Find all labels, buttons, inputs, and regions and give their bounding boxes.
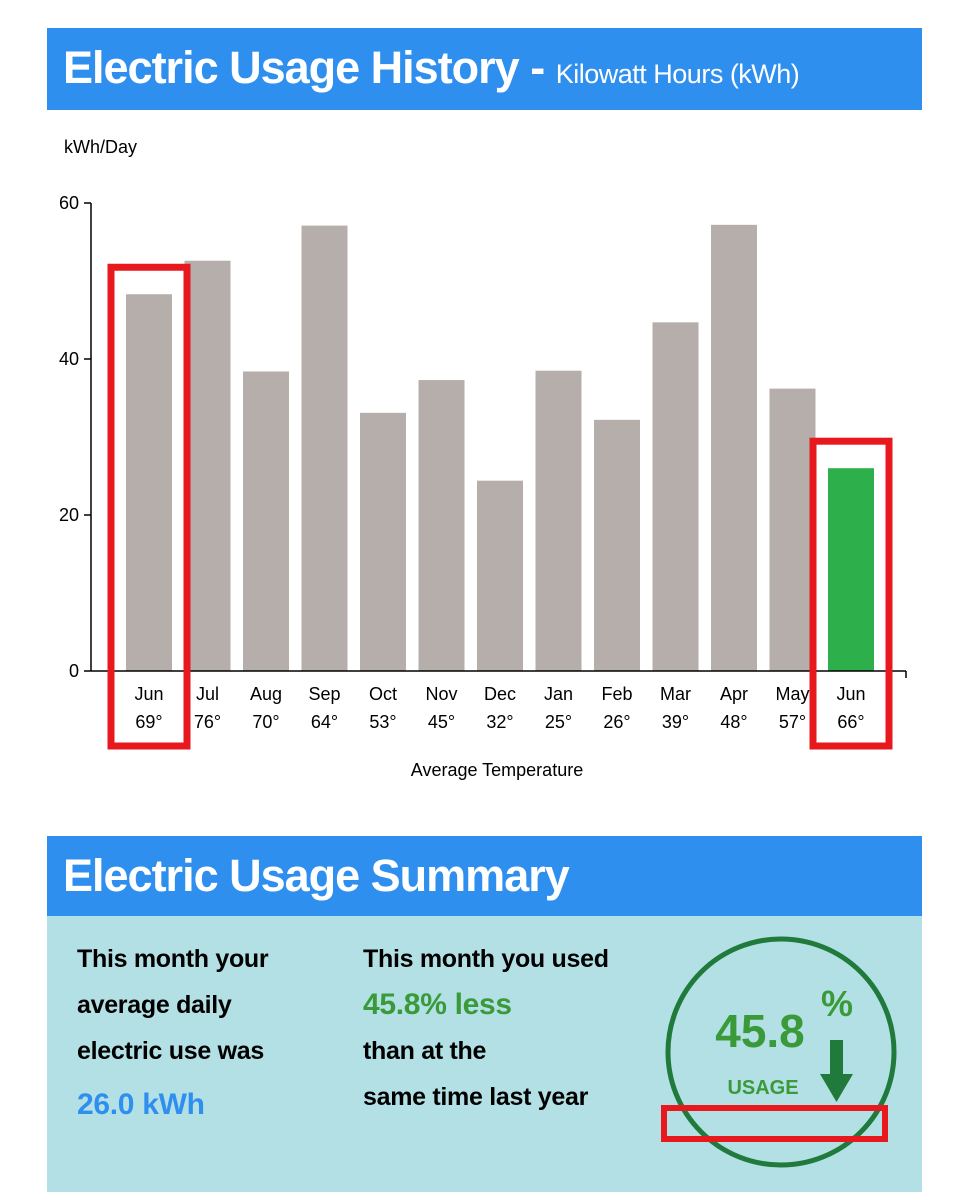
daily-use-text: This month your average daily electric u… — [77, 936, 269, 1128]
down-arrow-icon — [820, 1040, 853, 1102]
x-tick-temperature-label: 25° — [545, 712, 572, 732]
x-tick-temperature-label: 39° — [662, 712, 689, 732]
usage-bar-chart: kWh/Day 0 20 40 60 Jun 69° Jul 76° Aug 70° Sep 64° O… — [59, 137, 907, 780]
x-tick-temperature-label: 70° — [252, 712, 279, 732]
bar — [652, 322, 699, 671]
gauge-percent-sign: % — [821, 983, 853, 1024]
col1-line-2: average daily — [77, 991, 232, 1019]
summary-panel: This month your average daily electric u… — [47, 916, 922, 1192]
history-title-row: Electric Usage History - Kilowatt Hours … — [63, 42, 800, 94]
x-tick-month-label: Nov — [425, 684, 457, 704]
x-tick-month-label: Sep — [308, 684, 340, 704]
bar — [535, 370, 582, 671]
x-tick-temperature-label: 26° — [603, 712, 630, 732]
history-title: Electric Usage History — [63, 42, 520, 93]
x-tick-temperature-label: 32° — [486, 712, 513, 732]
gauge-annotation-box — [661, 1105, 888, 1142]
gauge-label: USAGE — [727, 1077, 798, 1099]
gauge-circle — [665, 936, 897, 1168]
x-tick-temperature-label: 53° — [369, 712, 396, 732]
history-header: Electric Usage History - Kilowatt Hours … — [47, 28, 922, 110]
col2-line-3: than at the — [363, 1037, 487, 1065]
col1-line-1: This month your — [77, 945, 269, 973]
x-tick-month-label: Aug — [250, 684, 282, 704]
title-dash: - — [530, 42, 545, 93]
highlight-box — [809, 437, 893, 750]
x-tick-month-label: Oct — [369, 684, 397, 704]
x-tick-month-label: Dec — [484, 684, 516, 704]
x-tick-temperature-label: 57° — [779, 712, 806, 732]
x-tick-month-label: Jul — [196, 684, 219, 704]
bar — [769, 388, 816, 671]
bars-layer — [126, 224, 874, 671]
x-tick-month-label: Jun — [836, 684, 865, 704]
x-tick-temperature-label: 69° — [135, 712, 162, 732]
x-tick-temperature-label: 64° — [311, 712, 338, 732]
col2-line-1: This month you used — [363, 945, 609, 973]
y-tick-label: 0 — [69, 661, 79, 681]
y-tick-label: 60 — [59, 193, 79, 213]
bar — [301, 225, 348, 671]
bar — [360, 412, 406, 671]
axes-layer — [84, 202, 907, 678]
x-tick-temperature-label: 66° — [837, 712, 864, 732]
x-tick-temperature-label: 48° — [720, 712, 747, 732]
usage-gauge: 45.8 % USAGE — [661, 936, 897, 1168]
x-tick-month-label: Feb — [601, 684, 632, 704]
x-tick-month-label: Jun — [134, 684, 163, 704]
y-tick-label: 20 — [59, 505, 79, 525]
highlight-box — [107, 263, 191, 750]
x-tick-temperature-label: 76° — [194, 712, 221, 732]
bar — [711, 224, 757, 671]
labels-layer: 0 20 40 60 Jun 69° Jul 76° Aug 70° Sep 64° Oct 53° Nov… — [59, 193, 866, 732]
x-tick-month-label: Mar — [660, 684, 691, 704]
col1-line-3: electric use was — [77, 1037, 264, 1065]
x-tick-month-label: Apr — [720, 684, 748, 704]
gauge-value: 45.8 — [715, 1005, 805, 1057]
comparison-text: This month you used 45.8% less than at t… — [363, 936, 609, 1120]
bar — [126, 294, 172, 671]
x-tick-temperature-label: 45° — [428, 712, 455, 732]
percent-less-value: 45.8% less — [363, 988, 512, 1021]
summary-title: Electric Usage Summary — [63, 850, 570, 901]
bar — [477, 480, 523, 671]
summary-header: Electric Usage Summary — [47, 836, 922, 918]
highlight-boxes-layer — [107, 263, 893, 750]
bar — [594, 419, 640, 671]
bar — [418, 380, 465, 671]
y-tick-label: 40 — [59, 349, 79, 369]
x-axis-label: Average Temperature — [411, 760, 583, 780]
history-subtitle: Kilowatt Hours (kWh) — [555, 59, 800, 89]
x-tick-month-label: May — [775, 684, 809, 704]
col2-line-4: same time last year — [363, 1083, 589, 1111]
bar — [184, 260, 231, 671]
bar-current-month — [828, 468, 874, 671]
bar — [243, 371, 289, 671]
x-tick-month-label: Jan — [544, 684, 573, 704]
daily-use-value: 26.0 kWh — [77, 1088, 205, 1121]
y-axis-label: kWh/Day — [64, 137, 137, 157]
